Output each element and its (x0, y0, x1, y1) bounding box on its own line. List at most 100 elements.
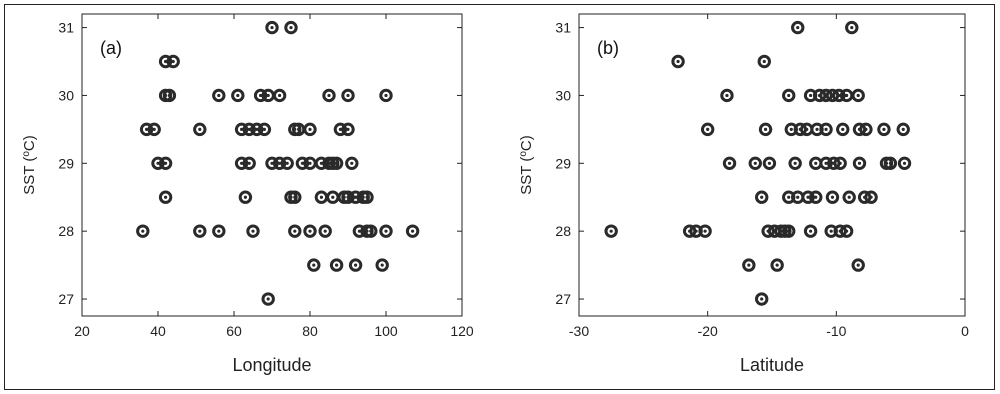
panel-b-y-tick-label: 27 (555, 291, 571, 307)
panel-a-data-point (234, 122, 249, 137)
panel-a-label: (a) (100, 38, 122, 58)
panel-a-y-axis-title: SST (oC) (21, 135, 39, 194)
panel-a-y-tick-label: 29 (58, 155, 74, 171)
panel-a-ylabel-end: C) (21, 135, 38, 151)
figure-frame (4, 4, 995, 390)
panel-b-data-point (671, 54, 685, 69)
panel-a-data-point (318, 224, 332, 238)
panel-b-data-point (698, 224, 712, 238)
panel-a-y-tick-label: 31 (58, 20, 74, 36)
panel-b-data-point (825, 190, 840, 204)
panel-b-data-point (864, 190, 878, 204)
panel-a-data-point (162, 88, 177, 103)
panel-a-data-point (265, 20, 279, 35)
panel-a-data-point (250, 122, 264, 137)
panel-b-data-point (836, 122, 850, 137)
panel-b-data-point (859, 122, 873, 137)
panel-a-y-tick-label: 30 (58, 87, 74, 103)
panel-b-data-point (755, 190, 769, 204)
panel-b-data-point (819, 156, 833, 171)
panel-b-y-axis-title: SST (oC) (518, 135, 536, 194)
panel-b-data-point (839, 224, 854, 238)
panel-b-data-point (832, 88, 846, 103)
panel-b-data-point (782, 88, 796, 103)
panel-b-x-axis-title: Latitude (740, 355, 804, 375)
panel-b-data-point (791, 20, 805, 35)
panel-a-x-tick-label: 60 (226, 323, 242, 339)
panel-a-x-axis-title: Longitude (232, 355, 311, 375)
panel-b-y-tick-label: 28 (555, 223, 571, 239)
panel-a-x-tick-label: 100 (374, 323, 398, 339)
panel-a-data-point (246, 224, 260, 238)
panel-a-data-point (379, 224, 393, 238)
panel-a-data-point (303, 224, 317, 238)
panel-b-data-point (896, 122, 910, 137)
panel-a-data-point (341, 88, 355, 103)
panel-b-data-point (748, 156, 762, 171)
panel-a: 20 40 60 80 100 120 27 28 29 30 31 (a) Longitude S… (21, 13, 474, 375)
panel-a-data-point (341, 190, 355, 204)
panel-a-data-point (288, 190, 302, 204)
panel-b-points (604, 20, 912, 306)
panel-a-data-point (303, 122, 317, 137)
panel-a-data-point (136, 224, 150, 238)
panel-b-label: (b) (597, 38, 619, 58)
panel-b-axes-box (578, 13, 966, 317)
panel-b-data-point (819, 122, 833, 137)
panel-a-data-point (360, 190, 374, 204)
panel-b-data-point (788, 156, 802, 171)
panel-a-data-point (158, 54, 173, 69)
panel-a-data-point (193, 224, 207, 238)
panel-b-data-point (755, 292, 769, 306)
panel-a-data-point (151, 156, 165, 171)
panel-a-data-point (375, 258, 389, 272)
panel-a-data-point (280, 156, 294, 171)
panel-a-ylabel-main: SST ( (21, 157, 38, 195)
panel-b-x-tick-label: -20 (698, 323, 718, 339)
panel-a-axes-box (81, 13, 463, 317)
panel-b-data-point (833, 156, 847, 171)
panel-a-data-point (238, 190, 253, 204)
panel-b-y-tick-label: 31 (555, 20, 571, 36)
panel-a-data-point (253, 88, 268, 103)
panel-b-data-point (842, 190, 856, 204)
panel-b-y-tick-label: 30 (555, 87, 571, 103)
panel-a-data-point (272, 156, 287, 171)
panel-a-data-point (272, 88, 287, 103)
panel-b-data-point (851, 88, 865, 103)
panel-a-data-point (329, 258, 344, 272)
panel-b-data-point (782, 224, 796, 238)
panel-b-ticks: -30 -20 -10 0 27 28 29 30 31 (555, 14, 969, 339)
panel-a-data-point (288, 224, 302, 238)
panel-a-ticks: 20 40 60 80 100 120 27 28 29 30 31 (58, 14, 474, 339)
panel-b-data-point (758, 122, 773, 137)
panel-a-data-point (231, 88, 245, 103)
panel-b-data-point (883, 156, 898, 171)
panel-a-data-point (345, 156, 359, 171)
panel-a-data-point (405, 224, 420, 238)
panel-a-data-point (158, 156, 173, 171)
panel-b-data-point (851, 258, 865, 272)
panel-a-x-tick-label: 80 (302, 323, 318, 339)
panel-a-data-point (322, 88, 336, 103)
panel-b-ylabel-main: SST ( (518, 157, 535, 195)
panel-a-data-point (212, 224, 226, 238)
panel-b-x-tick-label: -30 (569, 323, 589, 339)
panel-b-data-point (757, 54, 771, 69)
panel-a-data-point (364, 224, 378, 238)
panel-a-x-tick-label: 40 (150, 323, 166, 339)
panel-b-ylabel-sup: o (518, 151, 529, 157)
panel-a-data-point (212, 88, 226, 103)
panel-b-x-tick-label: -10 (826, 323, 846, 339)
panel-a-x-tick-label: 120 (450, 323, 474, 339)
panel-b-data-point (845, 20, 859, 35)
panel-a-data-point (257, 122, 272, 137)
panel-b-data-point (604, 224, 618, 238)
panel-b-data-point (803, 224, 818, 238)
panel-b-data-point (762, 156, 777, 171)
panel-b-data-point (852, 156, 867, 171)
panel-a-data-point (379, 88, 393, 103)
panel-b-data-point (770, 258, 784, 272)
panel-b-data-point (722, 156, 737, 171)
panel-b-data-point (801, 190, 815, 204)
